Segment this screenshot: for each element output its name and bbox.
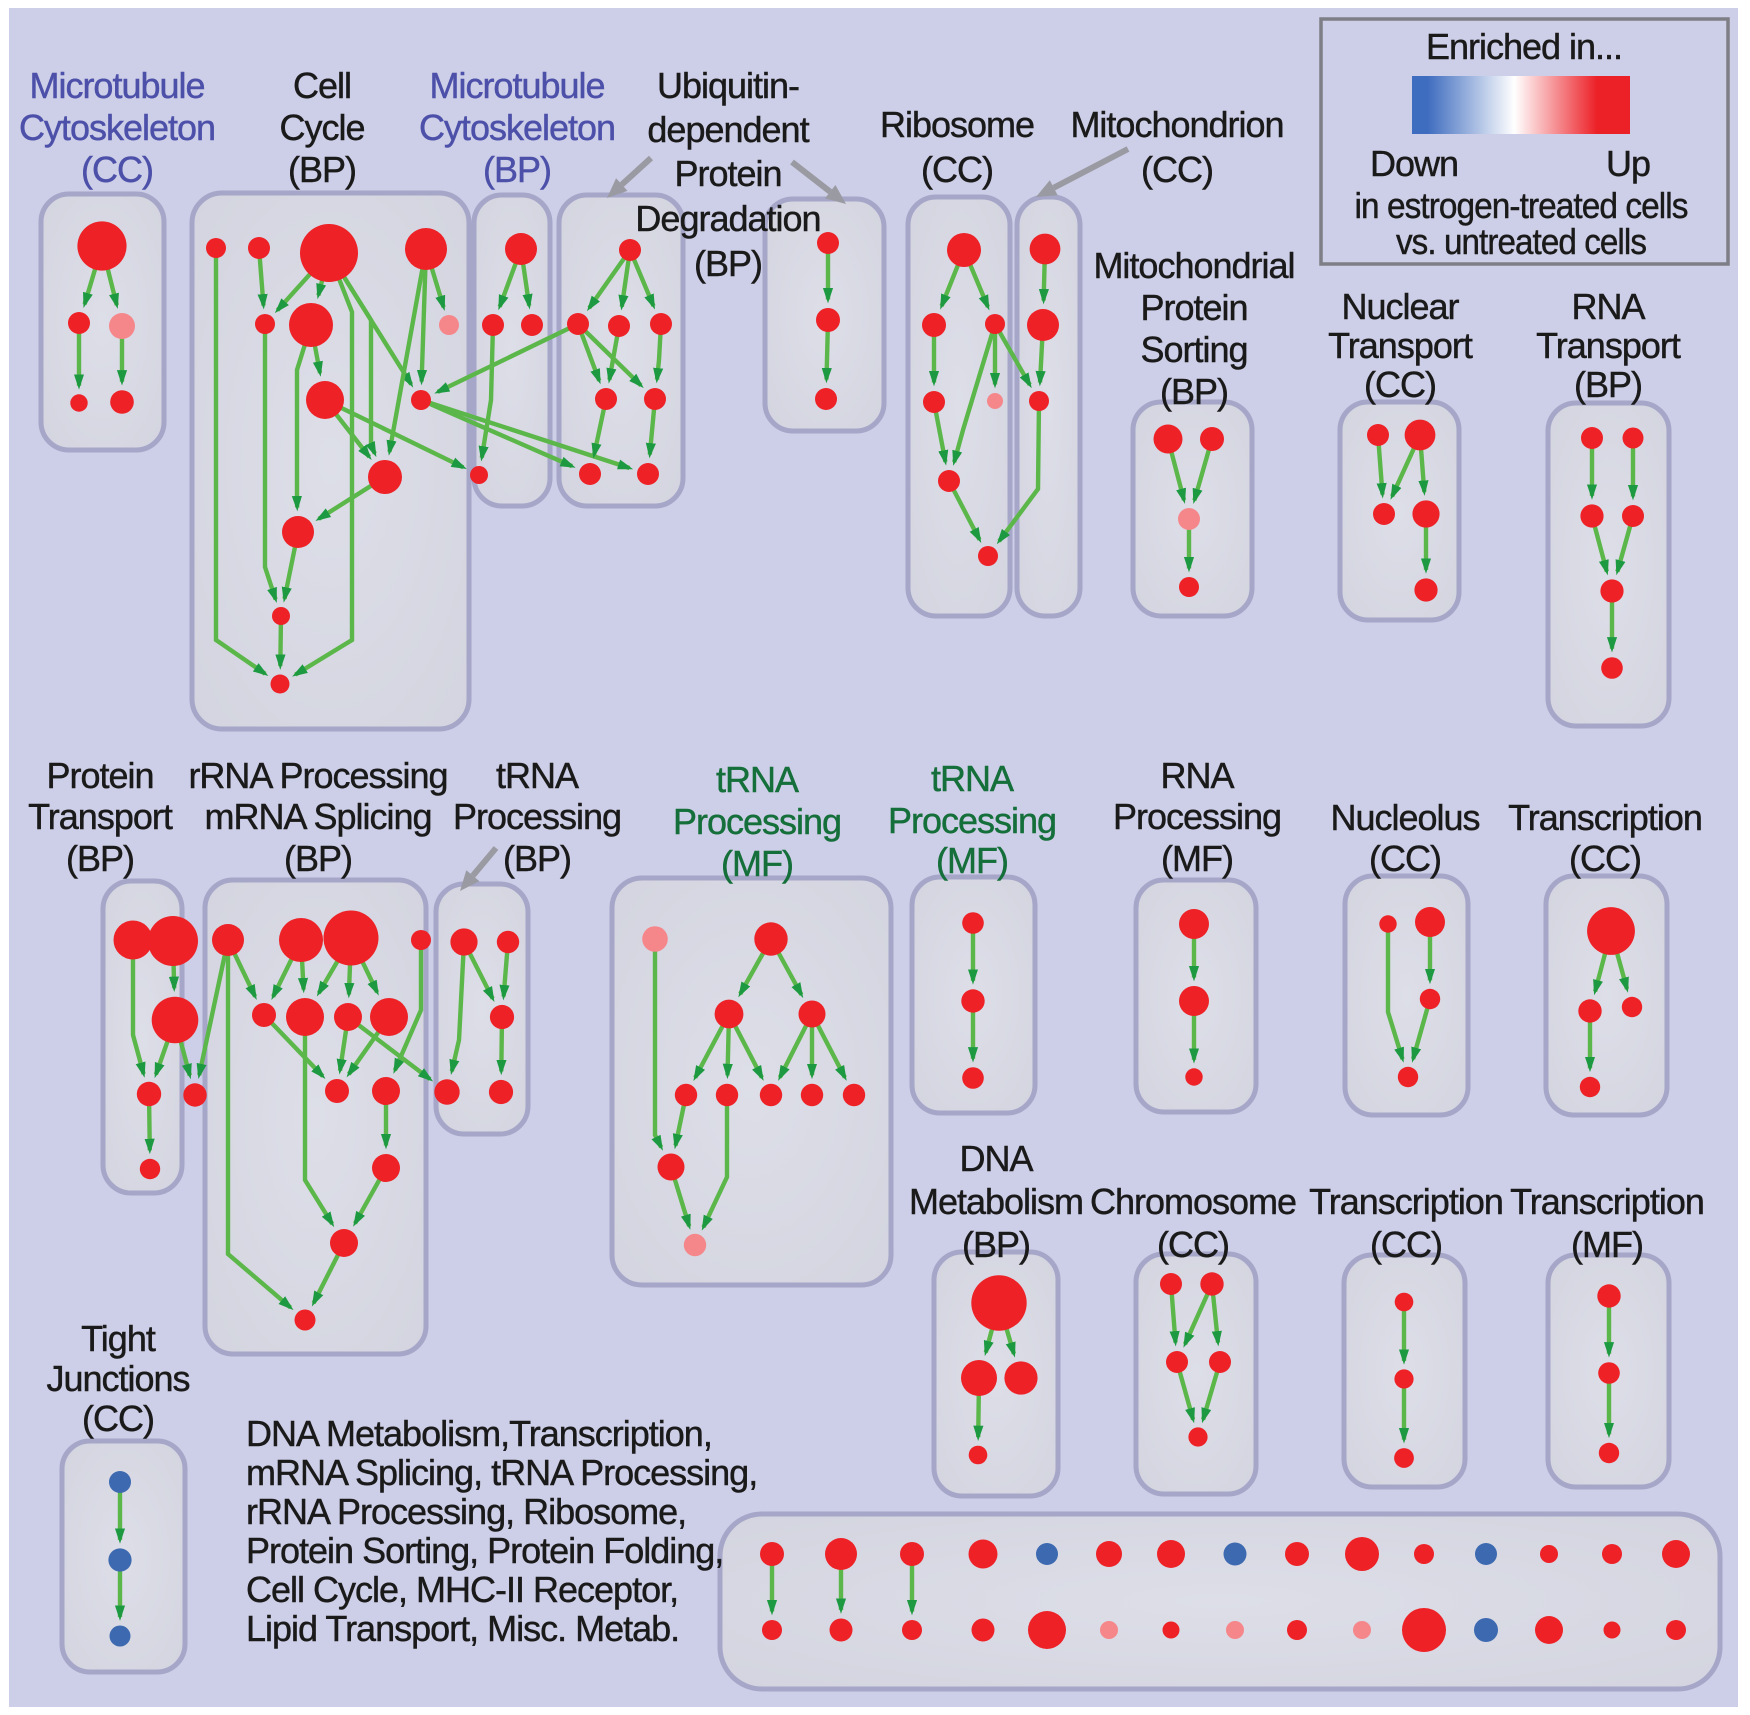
svg-text:vs. untreated cells: vs. untreated cells — [1396, 221, 1646, 262]
svg-text:Microtubule: Microtubule — [29, 65, 204, 106]
svg-text:(MF): (MF) — [721, 843, 793, 884]
svg-text:Nucleolus: Nucleolus — [1330, 797, 1479, 838]
svg-text:Processing: Processing — [1113, 796, 1281, 837]
svg-text:Transport: Transport — [1328, 325, 1473, 366]
svg-text:Degradation: Degradation — [635, 198, 820, 239]
svg-text:(CC): (CC) — [1569, 838, 1641, 879]
svg-text:(CC): (CC) — [1141, 149, 1213, 190]
svg-text:mRNA Splicing: mRNA Splicing — [204, 796, 431, 837]
svg-text:Protein: Protein — [1140, 287, 1247, 328]
svg-text:Enriched in...: Enriched in... — [1426, 26, 1622, 67]
svg-text:(MF): (MF) — [1571, 1224, 1643, 1265]
svg-text:Lipid Transport, Misc. Metab.: Lipid Transport, Misc. Metab. — [246, 1608, 679, 1649]
svg-text:Sorting: Sorting — [1140, 329, 1247, 370]
svg-text:Chromosome: Chromosome — [1090, 1181, 1296, 1222]
svg-text:Protein: Protein — [674, 153, 781, 194]
svg-text:RNA: RNA — [1571, 286, 1645, 327]
svg-text:Transcription: Transcription — [1508, 797, 1702, 838]
svg-text:Cell: Cell — [293, 65, 351, 106]
svg-text:tRNA: tRNA — [931, 758, 1014, 799]
svg-text:Transport: Transport — [28, 796, 173, 837]
svg-text:(BP): (BP) — [284, 838, 352, 879]
svg-text:DNA: DNA — [959, 1138, 1033, 1179]
svg-text:(CC): (CC) — [1369, 838, 1441, 879]
svg-text:Transcription: Transcription — [1309, 1181, 1503, 1222]
svg-text:(BP): (BP) — [288, 149, 356, 190]
svg-text:(BP): (BP) — [1574, 364, 1642, 405]
svg-text:dependent: dependent — [647, 109, 809, 150]
svg-text:DNA Metabolism,Transcription,: DNA Metabolism,Transcription, — [246, 1413, 712, 1454]
svg-text:Protein: Protein — [46, 755, 153, 796]
svg-text:Nuclear: Nuclear — [1341, 286, 1459, 327]
svg-text:Metabolism: Metabolism — [909, 1181, 1083, 1222]
svg-text:Ubiquitin-: Ubiquitin- — [657, 65, 799, 106]
svg-text:rRNA Processing: rRNA Processing — [188, 755, 447, 796]
svg-text:Transcription: Transcription — [1510, 1181, 1704, 1222]
svg-text:Processing: Processing — [888, 800, 1056, 841]
svg-text:(BP): (BP) — [694, 243, 762, 284]
svg-text:RNA: RNA — [1160, 755, 1234, 796]
svg-text:(CC): (CC) — [1157, 1224, 1229, 1265]
svg-text:Processing: Processing — [453, 796, 621, 837]
svg-text:Down: Down — [1370, 143, 1458, 184]
svg-text:(CC): (CC) — [921, 149, 993, 190]
svg-text:(MF): (MF) — [1161, 838, 1233, 879]
svg-text:Processing: Processing — [673, 801, 841, 842]
svg-text:Cell Cycle, MHC-II Receptor,: Cell Cycle, MHC-II Receptor, — [246, 1569, 678, 1610]
svg-text:(CC): (CC) — [1370, 1224, 1442, 1265]
svg-text:tRNA: tRNA — [496, 755, 579, 796]
svg-text:Microtubule: Microtubule — [429, 65, 604, 106]
svg-text:Cytoskeleton: Cytoskeleton — [19, 107, 215, 148]
svg-text:Mitochondrion: Mitochondrion — [1070, 104, 1283, 145]
svg-text:Up: Up — [1606, 143, 1650, 184]
svg-text:(CC): (CC) — [1364, 364, 1436, 405]
svg-text:(BP): (BP) — [66, 838, 134, 879]
svg-text:in estrogen-treated cells: in estrogen-treated cells — [1355, 185, 1688, 226]
svg-text:Junctions: Junctions — [46, 1358, 189, 1399]
svg-text:Protein Sorting, Protein Foldi: Protein Sorting, Protein Folding, — [246, 1530, 723, 1571]
svg-text:(CC): (CC) — [81, 149, 153, 190]
svg-text:(MF): (MF) — [936, 840, 1008, 881]
svg-text:(BP): (BP) — [962, 1224, 1030, 1265]
svg-text:tRNA: tRNA — [716, 759, 799, 800]
svg-text:(BP): (BP) — [503, 838, 571, 879]
svg-text:(CC): (CC) — [82, 1398, 154, 1439]
svg-text:Ribosome: Ribosome — [880, 104, 1034, 145]
svg-text:(BP): (BP) — [483, 149, 551, 190]
svg-text:Cytoskeleton: Cytoskeleton — [419, 107, 615, 148]
svg-text:Transport: Transport — [1536, 325, 1681, 366]
svg-text:(BP): (BP) — [1160, 371, 1228, 412]
svg-text:Tight: Tight — [81, 1318, 156, 1359]
svg-text:Cycle: Cycle — [279, 107, 364, 148]
svg-text:rRNA Processing, Ribosome,: rRNA Processing, Ribosome, — [246, 1491, 686, 1532]
svg-text:Mitochondrial: Mitochondrial — [1093, 245, 1294, 286]
svg-text:mRNA Splicing, tRNA Processing: mRNA Splicing, tRNA Processing, — [246, 1452, 757, 1493]
